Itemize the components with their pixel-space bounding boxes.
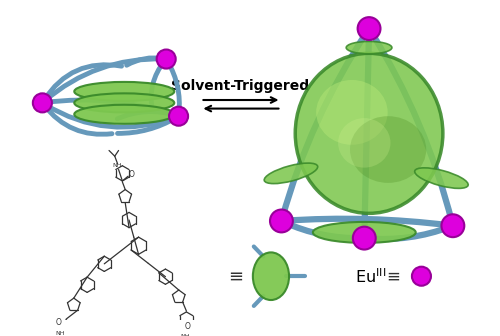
- Text: ≡: ≡: [228, 267, 244, 285]
- Text: O: O: [184, 322, 190, 331]
- Ellipse shape: [414, 168, 468, 188]
- Circle shape: [169, 107, 188, 126]
- Ellipse shape: [253, 252, 289, 300]
- Text: O: O: [129, 170, 135, 179]
- Circle shape: [442, 214, 464, 237]
- FancyArrowPatch shape: [44, 59, 164, 101]
- Text: NH: NH: [180, 334, 190, 336]
- Ellipse shape: [338, 118, 390, 168]
- Text: ≡: ≡: [386, 267, 400, 285]
- Circle shape: [270, 210, 293, 233]
- FancyArrowPatch shape: [126, 58, 164, 65]
- FancyArrowPatch shape: [367, 227, 450, 239]
- Ellipse shape: [264, 163, 318, 183]
- Ellipse shape: [74, 105, 174, 124]
- FancyArrowPatch shape: [284, 219, 450, 225]
- Circle shape: [358, 17, 380, 40]
- FancyArrowPatch shape: [282, 31, 368, 218]
- Ellipse shape: [346, 41, 392, 54]
- Circle shape: [412, 267, 431, 286]
- FancyArrowPatch shape: [370, 31, 452, 223]
- Circle shape: [156, 49, 176, 69]
- Circle shape: [33, 93, 52, 112]
- Text: Solvent-Triggered: Solvent-Triggered: [172, 79, 310, 93]
- Text: Eu$^{\mathrm{III}}$: Eu$^{\mathrm{III}}$: [355, 267, 386, 286]
- Ellipse shape: [313, 222, 416, 243]
- FancyArrowPatch shape: [364, 31, 369, 235]
- Ellipse shape: [74, 93, 174, 112]
- Text: NH: NH: [56, 331, 65, 336]
- Ellipse shape: [350, 116, 426, 183]
- Ellipse shape: [295, 53, 443, 213]
- FancyArrowPatch shape: [44, 105, 112, 134]
- Circle shape: [353, 227, 376, 250]
- FancyArrowPatch shape: [44, 104, 176, 127]
- FancyArrowPatch shape: [44, 65, 122, 100]
- Ellipse shape: [316, 80, 388, 145]
- Ellipse shape: [74, 82, 174, 101]
- Text: O: O: [56, 319, 62, 327]
- Text: NH: NH: [113, 163, 122, 168]
- FancyArrowPatch shape: [151, 61, 164, 110]
- FancyArrowPatch shape: [168, 61, 179, 114]
- FancyArrowPatch shape: [118, 118, 176, 133]
- FancyArrowPatch shape: [284, 222, 362, 238]
- FancyArrowPatch shape: [118, 112, 176, 119]
- FancyArrowPatch shape: [45, 100, 176, 115]
